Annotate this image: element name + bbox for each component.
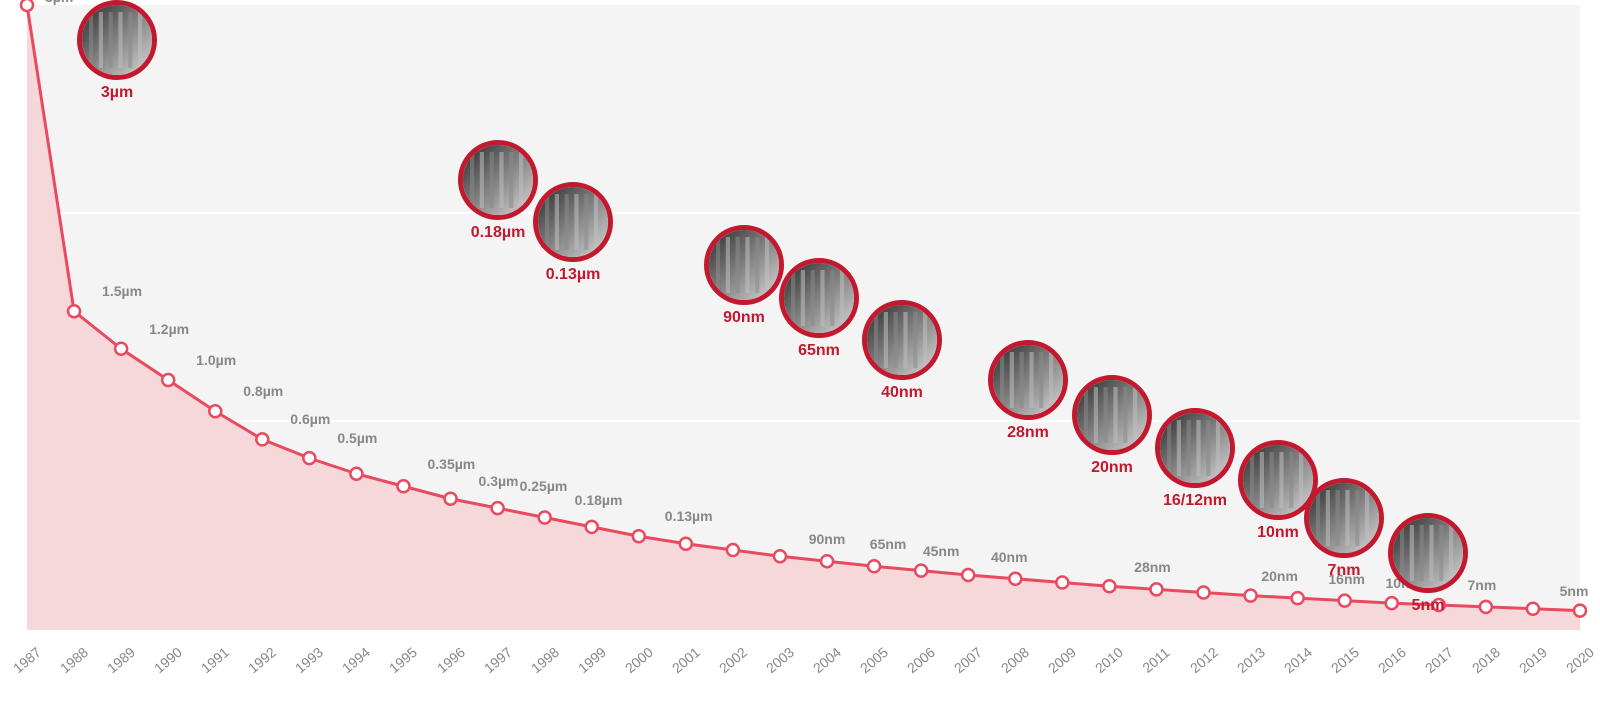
process-node-medallion	[533, 182, 613, 262]
medallion-label: 5nm	[1412, 597, 1445, 615]
medallion-label: 7nm	[1328, 562, 1361, 580]
data-point-label: 0.8µm	[243, 383, 283, 399]
data-point-marker	[1103, 580, 1115, 592]
data-point-label: 0.18µm	[575, 492, 623, 508]
data-point-marker	[1386, 597, 1398, 609]
data-point-marker	[727, 544, 739, 556]
medallion-label: 10nm	[1257, 524, 1299, 542]
data-point-marker	[868, 560, 880, 572]
data-point-label: 0.35µm	[427, 456, 475, 472]
data-point-marker	[1292, 592, 1304, 604]
medallion-label: 65nm	[798, 342, 840, 360]
data-point-marker	[821, 555, 833, 567]
medallion-label: 40nm	[881, 384, 923, 402]
data-point-marker	[1009, 573, 1021, 585]
data-point-marker	[21, 0, 33, 11]
process-node-medallion	[862, 300, 942, 380]
data-point-marker	[915, 565, 927, 577]
data-point-label: 1.0µm	[196, 352, 236, 368]
medallion-label: 28nm	[1007, 424, 1049, 442]
process-node-medallion	[779, 258, 859, 338]
data-point-label: 40nm	[991, 549, 1028, 565]
data-point-marker	[350, 468, 362, 480]
medallion-label: 0.18µm	[471, 224, 526, 242]
data-point-label: 5nm	[1560, 583, 1589, 599]
data-point-label: 90nm	[809, 531, 846, 547]
medallion-label: 20nm	[1091, 459, 1133, 477]
process-node-medallion	[1388, 513, 1468, 593]
medallion-label: 3µm	[101, 84, 133, 102]
process-node-medallion	[1072, 375, 1152, 455]
data-point-marker	[1339, 595, 1351, 607]
data-point-label: 0.5µm	[337, 430, 377, 446]
data-point-marker	[115, 343, 127, 355]
data-point-marker	[445, 493, 457, 505]
data-point-label: 0.13µm	[665, 508, 713, 524]
data-point-marker	[1245, 590, 1257, 602]
data-point-label: 0.3µm	[479, 473, 519, 489]
data-point-marker	[1056, 577, 1068, 589]
data-point-marker	[209, 405, 221, 417]
data-point-marker	[256, 433, 268, 445]
data-point-marker	[1150, 583, 1162, 595]
data-point-label: 0.25µm	[520, 478, 568, 494]
data-point-marker	[586, 521, 598, 533]
data-point-label: 65nm	[870, 536, 907, 552]
process-node-medallion	[988, 340, 1068, 420]
data-point-marker	[774, 550, 786, 562]
data-point-label: 3µm	[45, 0, 73, 5]
data-point-marker	[1480, 601, 1492, 613]
process-node-medallion	[77, 0, 157, 80]
data-point-marker	[303, 452, 315, 464]
process-node-medallion	[1304, 478, 1384, 558]
data-point-label: 20nm	[1261, 568, 1298, 584]
data-point-marker	[539, 512, 551, 524]
data-point-marker	[68, 305, 80, 317]
data-point-label: 28nm	[1134, 559, 1171, 575]
data-point-marker	[397, 480, 409, 492]
medallion-label: 0.13µm	[546, 266, 601, 284]
data-point-marker	[1198, 587, 1210, 599]
data-point-marker	[1527, 603, 1539, 615]
data-point-marker	[962, 569, 974, 581]
data-point-marker	[162, 374, 174, 386]
data-point-marker	[633, 530, 645, 542]
process-node-medallion	[704, 225, 784, 305]
process-node-medallion	[1155, 408, 1235, 488]
data-point-label: 1.2µm	[149, 321, 189, 337]
data-point-label: 45nm	[923, 543, 960, 559]
process-node-timeline-chart: 1987198819891990199119921993199419951996…	[0, 0, 1600, 703]
medallion-label: 16/12nm	[1163, 492, 1227, 510]
data-point-marker	[492, 502, 504, 514]
data-point-label: 1.5µm	[102, 283, 142, 299]
data-point-marker	[1574, 605, 1586, 617]
data-point-label: 0.6µm	[290, 411, 330, 427]
medallion-label: 90nm	[723, 309, 765, 327]
data-point-label: 7nm	[1467, 577, 1496, 593]
data-point-marker	[680, 538, 692, 550]
process-node-medallion	[458, 140, 538, 220]
